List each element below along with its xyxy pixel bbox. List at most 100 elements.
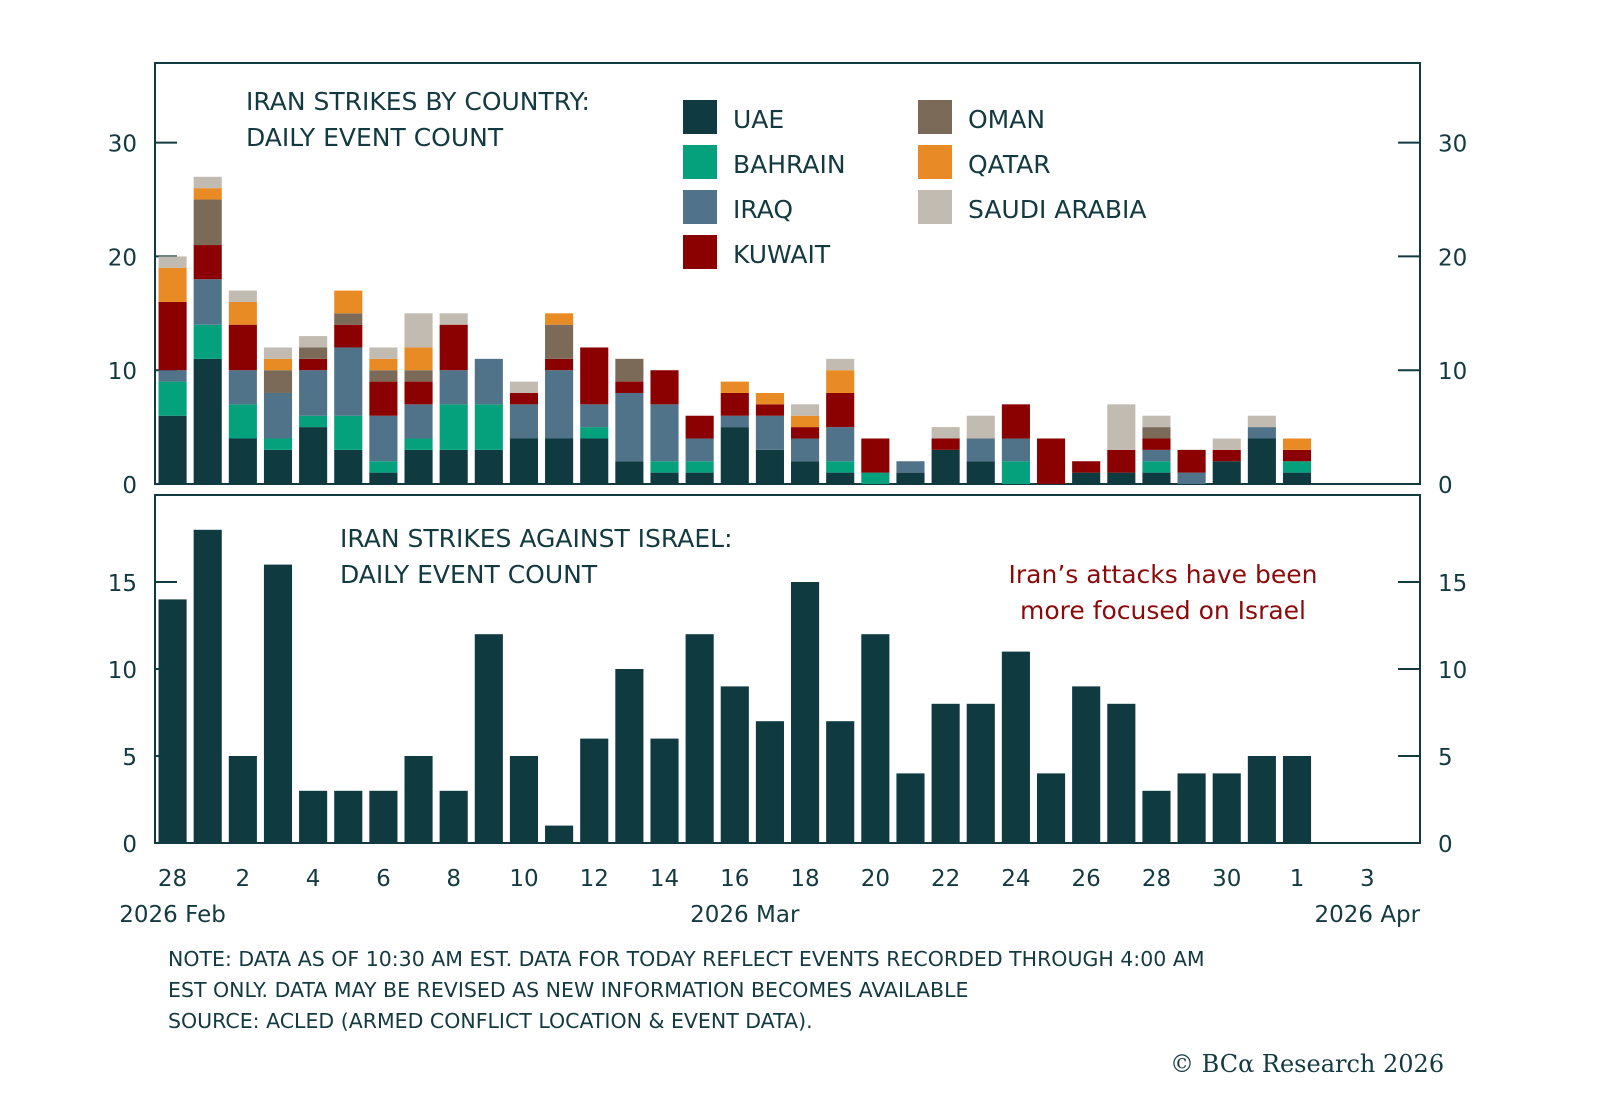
bar-segment-uae [826, 472, 855, 484]
bar-segment-kuwait [1282, 449, 1312, 462]
bar-segment-iraq [228, 370, 257, 405]
bar-segment-saudi-arabia [263, 347, 293, 359]
bar-segment-bahrain [439, 404, 468, 450]
top-ytick-label-left: 10 [108, 359, 137, 385]
x-tick-label: 26 [1072, 866, 1101, 892]
bar-segment-qatar [193, 188, 222, 200]
israel-bar [931, 703, 960, 843]
bar-segment-iraq [299, 370, 328, 416]
bar-segment-bahrain [1142, 461, 1171, 473]
bar-segment-iraq [369, 415, 398, 462]
x-tick-label: 3 [1360, 866, 1375, 892]
bar-segment-iraq [826, 427, 855, 462]
bar-segment-iraq [1001, 438, 1030, 462]
bar-segment-iraq [334, 347, 363, 416]
bar-segment-saudi-arabia [791, 404, 820, 416]
bar-segment-uae [439, 449, 468, 484]
bottom-panel: 0 0 5 5 10 10 15 15 [108, 494, 1467, 858]
israel-bar [755, 721, 784, 843]
x-tick-label: 16 [720, 866, 749, 892]
x-tick-label: 20 [861, 866, 890, 892]
bar-segment-iraq [545, 370, 574, 439]
bar-segment-uae [580, 438, 609, 484]
bar-segment-qatar [720, 381, 749, 393]
bar-segment-uae [193, 358, 222, 484]
legend-label-kuwait: KUWAIT [733, 240, 831, 269]
israel-bar [1107, 703, 1136, 843]
x-tick-label: 22 [931, 866, 960, 892]
x-tick-label: 12 [580, 866, 609, 892]
bar-segment-bahrain [474, 404, 503, 450]
bar-segment-kuwait [193, 245, 222, 280]
bar-segment-kuwait [369, 381, 398, 416]
bar-segment-bahrain [369, 461, 398, 473]
bar-segment-saudi-arabia [299, 336, 328, 348]
bar-segment-oman [263, 370, 293, 393]
legend-label-saudi-arabia: SAUDI ARABIA [968, 195, 1147, 224]
bar-segment-kuwait [650, 370, 679, 405]
bar-segment-iraq [650, 404, 679, 462]
bar-segment-kuwait [826, 392, 855, 428]
legend-swatch-iraq [683, 190, 717, 224]
footnote: NOTE: DATA AS OF 10:30 AM EST. DATA FOR … [168, 944, 1448, 1037]
top-ytick-label-left: 30 [108, 132, 137, 158]
bar-segment-iraq [791, 438, 820, 462]
bar-segment-uae [755, 449, 784, 484]
bar-segment-saudi-arabia [1107, 404, 1136, 450]
bar-segment-uae [1107, 472, 1136, 484]
bar-segment-uae [404, 449, 433, 484]
legend-swatch-saudi-arabia [918, 190, 952, 224]
bar-segment-bahrain [650, 461, 679, 473]
bar-segment-qatar [228, 301, 257, 325]
bar-segment-iraq [720, 415, 749, 428]
bottom-ytick-label-right: 10 [1438, 658, 1467, 684]
israel-bar [1001, 651, 1030, 843]
bar-segment-uae [1142, 472, 1171, 484]
israel-bar [650, 738, 679, 843]
legend-swatch-qatar [918, 145, 952, 179]
bar-segment-bahrain [299, 415, 328, 428]
bottom-ytick-label-left: 10 [108, 658, 137, 684]
israel-bar [861, 634, 890, 843]
bar-segment-iraq [685, 438, 714, 462]
bar-segment-qatar [158, 267, 187, 302]
bar-segment-qatar [334, 290, 363, 314]
bar-segment-kuwait [1212, 449, 1241, 462]
israel-bar [615, 669, 644, 843]
x-tick-label: 2 [236, 866, 251, 892]
legend-swatch-uae [683, 100, 717, 134]
annotation-line-2: more focused on Israel [1020, 596, 1306, 625]
bar-segment-iraq [1177, 472, 1206, 484]
bar-segment-qatar [404, 347, 433, 371]
bar-segment-kuwait [580, 347, 609, 405]
bar-segment-iraq [966, 438, 995, 462]
top-panel-title-line-2: DAILY EVENT COUNT [246, 123, 504, 152]
bar-segment-kuwait [720, 392, 749, 416]
bar-segment-saudi-arabia [1142, 415, 1171, 428]
legend-label-qatar: QATAR [968, 150, 1051, 179]
israel-bar [1142, 790, 1171, 843]
bar-segment-saudi-arabia [158, 256, 187, 268]
x-tick-label: 24 [1001, 866, 1030, 892]
bar-segment-qatar [1282, 438, 1312, 450]
bar-segment-bahrain [263, 438, 293, 450]
bar-segment-oman [193, 199, 222, 246]
bar-segment-iraq [474, 358, 503, 405]
top-ytick-label-right: 0 [1438, 473, 1453, 499]
legend-label-iraq: IRAQ [733, 195, 793, 224]
israel-bar [1036, 773, 1066, 843]
bar-segment-kuwait [158, 301, 187, 371]
bar-segment-saudi-arabia [509, 381, 539, 393]
israel-bar [509, 756, 539, 843]
bar-segment-qatar [545, 313, 574, 325]
bar-segment-iraq [404, 404, 433, 439]
bar-segment-kuwait [861, 438, 890, 473]
bar-segment-uae [1247, 438, 1276, 484]
bar-segment-oman [334, 313, 363, 325]
x-tick-label: 28 [158, 866, 187, 892]
source-line: SOURCE: ACLED (ARMED CONFLICT LOCATION &… [168, 1009, 813, 1033]
israel-bar [299, 790, 328, 843]
bar-segment-saudi-arabia [826, 358, 855, 371]
x-tick-label: 28 [1142, 866, 1171, 892]
